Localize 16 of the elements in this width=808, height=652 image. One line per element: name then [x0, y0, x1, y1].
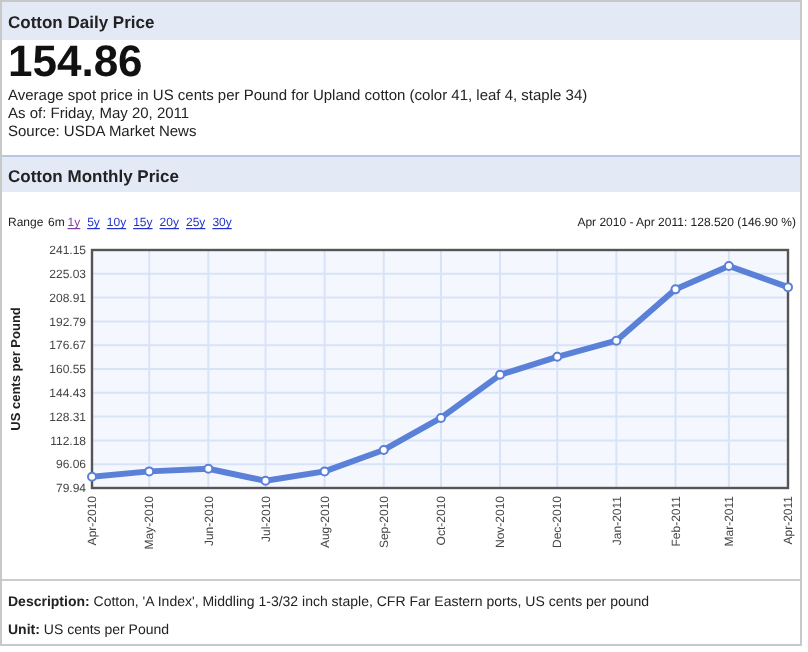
point	[87, 471, 97, 482]
point	[495, 369, 506, 380]
point	[260, 475, 271, 486]
point	[435, 412, 446, 423]
point	[552, 351, 563, 362]
point	[144, 466, 155, 477]
chart-title: Cotton Monthly Price	[8, 166, 180, 186]
point	[723, 261, 734, 272]
text: Cotton Daily Price	[8, 12, 155, 32]
text: 154.86	[8, 36, 143, 86]
point	[378, 444, 389, 455]
point	[670, 284, 681, 295]
point	[783, 282, 793, 293]
point	[203, 463, 214, 474]
point	[611, 335, 622, 346]
point	[319, 466, 330, 477]
